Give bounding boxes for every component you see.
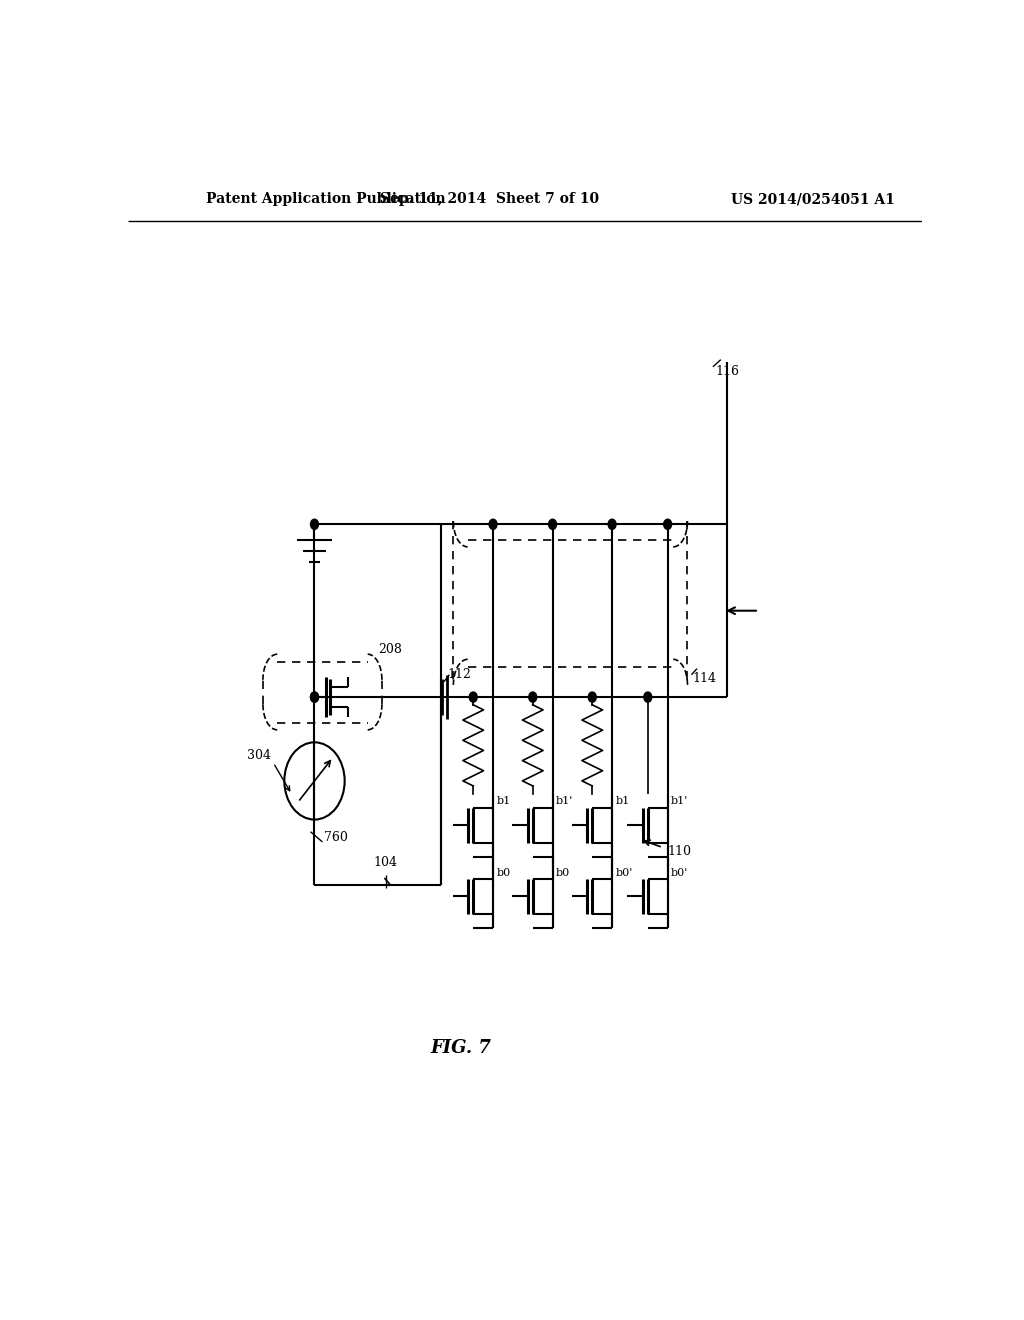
Text: b1': b1': [556, 796, 573, 807]
Text: b0: b0: [556, 867, 570, 878]
Circle shape: [489, 519, 497, 529]
Circle shape: [549, 519, 557, 529]
Text: 304: 304: [247, 748, 270, 762]
Text: 112: 112: [447, 668, 472, 681]
Circle shape: [469, 692, 477, 702]
Text: Patent Application Publication: Patent Application Publication: [206, 191, 445, 206]
Circle shape: [310, 692, 318, 702]
Text: b1': b1': [671, 796, 688, 807]
Text: b0': b0': [671, 867, 688, 878]
Circle shape: [644, 692, 651, 702]
Text: b0: b0: [497, 867, 511, 878]
Circle shape: [664, 519, 672, 529]
Circle shape: [588, 692, 596, 702]
Text: 110: 110: [668, 845, 691, 858]
Text: b1: b1: [497, 796, 511, 807]
Text: 208: 208: [378, 643, 401, 656]
Circle shape: [608, 519, 616, 529]
Text: Sep. 11, 2014  Sheet 7 of 10: Sep. 11, 2014 Sheet 7 of 10: [380, 191, 599, 206]
Text: 114: 114: [692, 672, 716, 685]
Text: 116: 116: [715, 366, 739, 379]
Text: 104: 104: [374, 857, 398, 870]
Text: b0': b0': [615, 867, 633, 878]
Text: b1: b1: [615, 796, 630, 807]
Text: FIG. 7: FIG. 7: [431, 1039, 492, 1057]
Text: 760: 760: [324, 832, 348, 845]
Text: US 2014/0254051 A1: US 2014/0254051 A1: [731, 191, 895, 206]
Circle shape: [528, 692, 537, 702]
Circle shape: [310, 519, 318, 529]
Circle shape: [310, 692, 318, 702]
